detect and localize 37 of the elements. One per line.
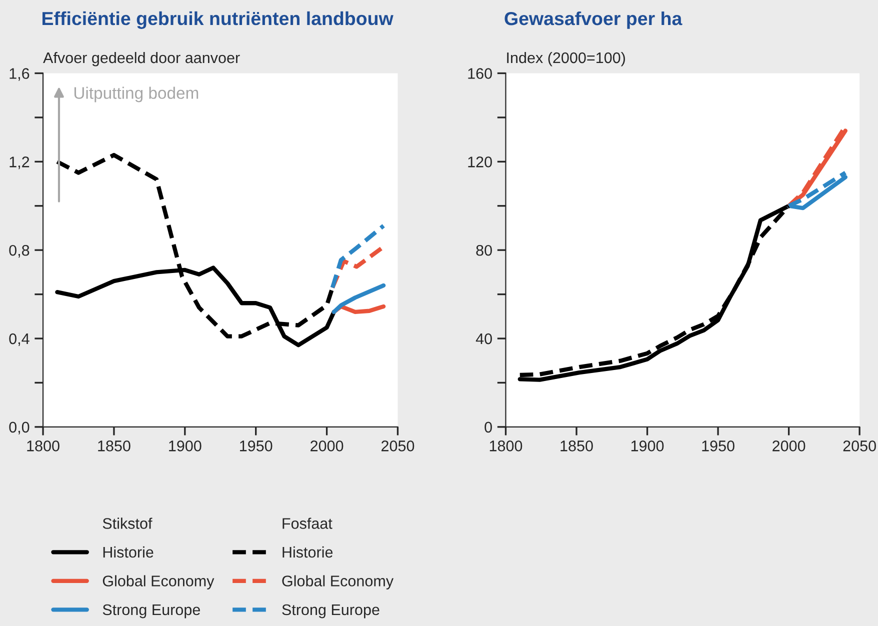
line-series xyxy=(332,283,386,314)
legend-label: Global Economy xyxy=(102,575,214,590)
legend-label: Global Economy xyxy=(282,575,394,590)
x-tick-label: 1950 xyxy=(240,440,272,452)
y-tick-label: 1,6 xyxy=(10,68,30,81)
legend-label: Strong Europe xyxy=(282,604,380,618)
y-tick-label: 0 xyxy=(484,422,492,433)
chart-title: Efficiëntie gebruik nutriënten landbouw xyxy=(42,11,394,29)
x-tick-label: 1950 xyxy=(702,440,734,452)
text: Stikstof xyxy=(102,518,152,529)
x-tick-label: 2000 xyxy=(772,440,806,452)
x-tick-label: 1900 xyxy=(169,440,202,452)
y-tick-label: 1,2 xyxy=(10,156,30,170)
text: Fosfaat xyxy=(282,518,332,529)
x-tick-label: 2050 xyxy=(382,440,414,452)
annotation: Uitputting bodem xyxy=(74,86,198,102)
legend-label: Historie xyxy=(103,546,154,558)
x-tick-label: 1800 xyxy=(490,440,522,452)
legend-label: Historie xyxy=(282,546,333,558)
line-series xyxy=(330,224,386,290)
x-tick-label: 1850 xyxy=(98,440,130,452)
x-tick-label: 2050 xyxy=(843,440,876,452)
y-tick-label: 0,8 xyxy=(9,244,30,258)
y-tick-label: 0,0 xyxy=(9,422,30,434)
chart-title: Gewasafvoer per ha xyxy=(504,11,682,29)
x-tick-label: 1850 xyxy=(560,440,593,452)
x-tick-label: 1900 xyxy=(631,440,664,452)
y-tick-label: 40 xyxy=(476,333,492,344)
legend-label: Strong Europe xyxy=(102,604,200,618)
y-tick-label: 120 xyxy=(468,156,492,168)
y-tick-label: 80 xyxy=(476,244,492,256)
x-tick-label: 2000 xyxy=(310,440,344,452)
x-tick-label: 1800 xyxy=(27,440,60,452)
y-tick-label: 0,4 xyxy=(9,333,30,346)
y-axis-title: Index (2000=100) xyxy=(507,52,625,66)
y-axis-title: Afvoer gedeeld door aanvoer xyxy=(43,52,240,66)
y-tick-label: 160 xyxy=(468,68,492,79)
